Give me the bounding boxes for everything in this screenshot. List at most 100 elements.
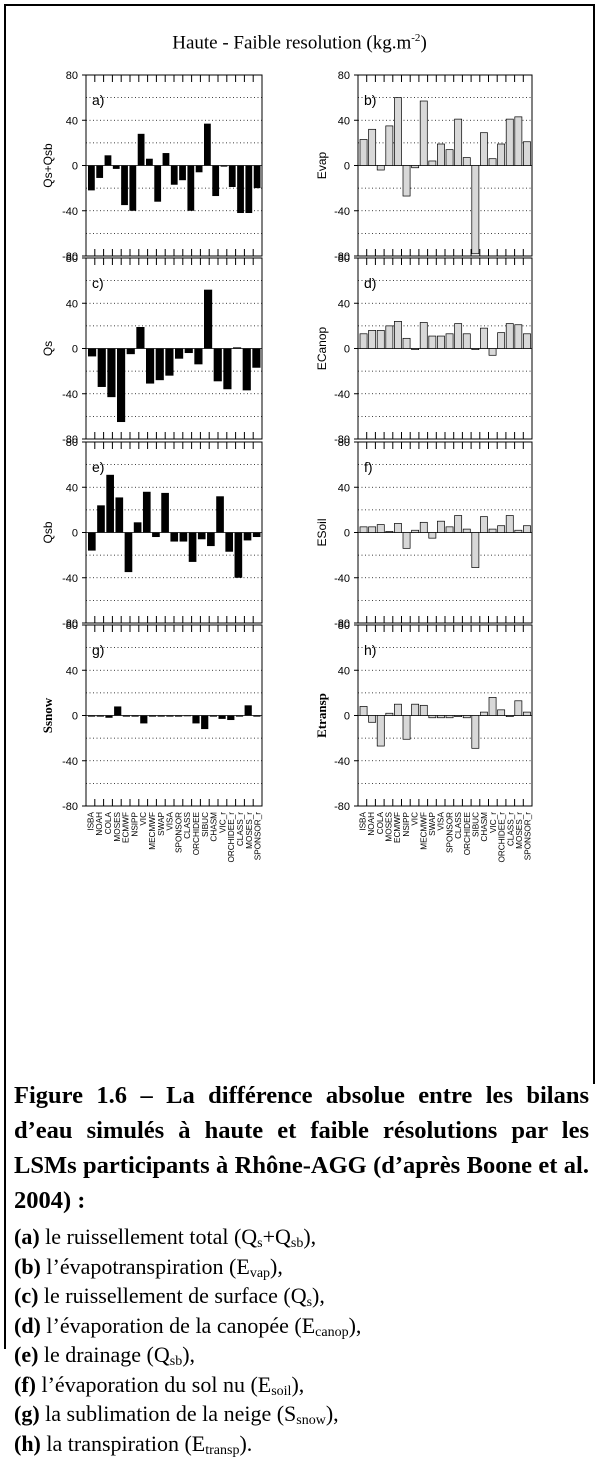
y-tick-label: 0 — [344, 161, 350, 173]
y-tick-label: 0 — [72, 711, 78, 723]
bar-d-12 — [462, 333, 471, 349]
bar-d-15 — [488, 348, 497, 356]
bar-a-4 — [121, 165, 128, 206]
y-tick-label: 40 — [338, 482, 350, 494]
x-tick-label: VIC — [411, 812, 420, 826]
bar-d-16 — [497, 332, 506, 349]
y-tick-label: -80 — [334, 434, 350, 446]
bar-h-13 — [471, 715, 480, 749]
bar-d-14 — [480, 327, 488, 349]
x-tick-label: ORCHIDEE — [192, 811, 201, 855]
bar-c-9 — [175, 348, 184, 359]
bar-f-19 — [523, 525, 531, 533]
bar-a-9 — [162, 153, 170, 166]
bar-f-11 — [454, 515, 463, 533]
bar-h-1 — [368, 715, 377, 723]
bar-d-0 — [359, 333, 368, 349]
bar-h-6 — [411, 703, 420, 716]
x-tick-label: COLA — [104, 811, 113, 834]
bar-g-0 — [88, 715, 96, 717]
bar-a-18 — [237, 165, 244, 214]
x-tick-label: MOSES_r — [245, 812, 254, 849]
bar-b-8 — [428, 160, 437, 166]
bar-b-0 — [359, 139, 368, 166]
bar-d-17 — [505, 323, 514, 349]
x-tick-label: CLASS_r — [236, 812, 245, 846]
bar-g-15 — [218, 715, 226, 719]
bar-b-5 — [402, 165, 411, 197]
bar-b-11 — [454, 118, 463, 166]
y-tick-label: 80 — [338, 437, 350, 449]
x-tick-label: CHASM — [480, 812, 489, 842]
bar-g-16 — [227, 715, 235, 721]
y-tick-label: -40 — [334, 389, 350, 401]
x-tick-label: SWAP — [157, 811, 166, 835]
x-tick-label: NOAH — [95, 812, 104, 836]
figure-title: Haute - Faible resolution (kg.m-2) — [172, 32, 427, 54]
bar-h-10 — [445, 715, 454, 719]
bar-h-3 — [385, 712, 394, 716]
x-tick-label: SPONSOR — [445, 812, 454, 853]
bar-h-14 — [480, 711, 488, 716]
bar-a-6 — [137, 133, 145, 166]
bar-f-18 — [514, 529, 523, 533]
bar-f-14 — [480, 516, 488, 533]
bar-e-15 — [225, 532, 234, 552]
x-tick-label: NOAH — [367, 812, 376, 836]
x-tick-label: VIC_r — [218, 812, 227, 833]
bar-a-8 — [154, 165, 162, 202]
bar-d-3 — [385, 325, 394, 349]
bar-f-13 — [471, 532, 480, 568]
y-tick-label: 0 — [344, 528, 350, 540]
bar-g-10 — [175, 715, 183, 717]
caption-item-tag: (b) — [14, 1253, 41, 1279]
bar-c-2 — [107, 348, 116, 398]
x-tick-label: ISBA — [358, 811, 367, 830]
y-tick-label: -80 — [334, 251, 350, 263]
bar-h-2 — [376, 715, 385, 747]
y-tick-label: 0 — [72, 161, 78, 173]
bar-c-1 — [97, 348, 106, 387]
x-tick-label: ECMWF — [122, 812, 131, 843]
frame-right-border — [593, 4, 595, 1084]
bar-b-19 — [523, 141, 531, 166]
bar-d-19 — [523, 333, 531, 349]
bar-d-7 — [419, 322, 428, 349]
bar-c-12 — [204, 289, 213, 349]
bar-g-13 — [201, 715, 209, 730]
y-tick-label: 0 — [344, 344, 350, 356]
y-tick-label: 40 — [66, 665, 78, 677]
panel-letter: f) — [364, 459, 373, 475]
caption-item: (d) l’évaporation de la canopée (Ecanop)… — [14, 1312, 362, 1340]
bar-h-4 — [394, 703, 402, 716]
y-tick-label: -80 — [62, 434, 78, 446]
x-tick-label: ORCHIDEE_r — [227, 812, 236, 863]
y-axis-label: Qs+Qsb — [41, 143, 55, 188]
bar-d-13 — [471, 348, 480, 350]
bar-a-0 — [88, 165, 95, 191]
y-tick-label: -40 — [334, 756, 350, 768]
y-axis-label: Qs — [41, 341, 55, 356]
bar-f-7 — [419, 521, 428, 533]
bar-f-3 — [385, 531, 394, 533]
bar-d-11 — [454, 323, 463, 349]
y-tick-label: -40 — [334, 573, 350, 585]
bar-g-3 — [114, 706, 122, 716]
bar-g-6 — [140, 715, 148, 724]
bar-a-12 — [187, 165, 195, 211]
y-axis-label: Etransp — [314, 693, 329, 738]
y-tick-label: -40 — [62, 573, 78, 585]
bar-h-17 — [505, 715, 514, 717]
bar-f-17 — [505, 515, 514, 533]
panel-letter: c) — [92, 275, 104, 291]
panel-letter: e) — [92, 459, 104, 475]
panel-chart-grid: 80 40 0 -40 -80 a) Qs+Qsb 80 40 0 -40 -80 b) Evap 80 40… — [40, 70, 533, 863]
x-tick-label: ORCHIDEE — [463, 811, 472, 855]
bar-b-18 — [514, 116, 523, 166]
figure-caption-heading: Figure 1.6 – La différence absolue entre… — [14, 1082, 589, 1214]
bar-f-15 — [488, 528, 497, 533]
y-tick-label: 40 — [66, 298, 78, 310]
y-tick-label: 80 — [338, 70, 350, 82]
x-tick-label: MECMWF — [148, 812, 157, 850]
x-tick-label: MOSES — [384, 811, 393, 841]
